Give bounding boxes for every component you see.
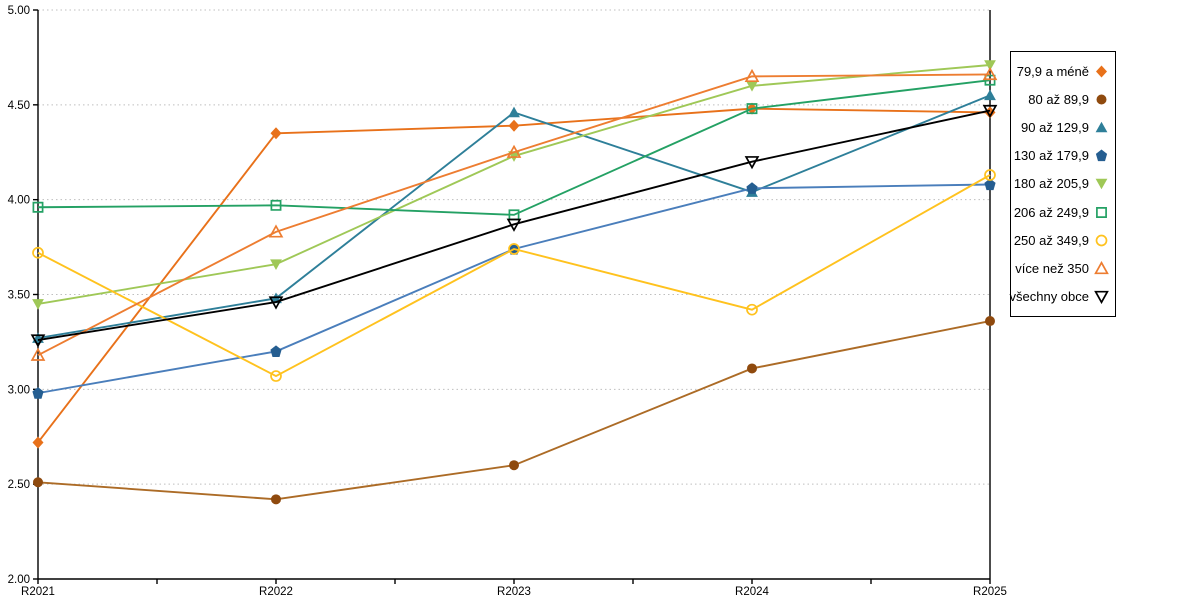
x-axis-tick-label: R2024: [735, 586, 769, 598]
series-marker-triangle-down-icon: [984, 60, 996, 71]
series-marker-circle-icon: [984, 169, 996, 181]
legend-item: 130 až 179,9: [1013, 142, 1109, 170]
legend-item-label: 206 až 249,9: [1013, 204, 1089, 220]
series-4: [32, 178, 996, 399]
legend-item: více než 350: [1015, 254, 1109, 282]
y-axis-tick-label: 5.00: [8, 5, 30, 17]
series-marker-square-icon: [270, 199, 282, 211]
legend-item-label: 180 až 205,9: [1013, 176, 1089, 192]
series-marker-triangle-up-icon: [508, 106, 520, 118]
legend-item-label: všechny obce: [1009, 289, 1090, 305]
legend-item-label: 80 až 89,9: [1028, 91, 1089, 107]
series-line: [37, 174, 991, 378]
legend-item: 180 až 205,9: [1013, 170, 1109, 198]
y-axis-tick-label: 3.00: [8, 384, 30, 396]
series-marker-triangle-down-icon: [32, 299, 44, 310]
series-marker-triangle-down-icon: [268, 296, 284, 310]
series-marker-circle-icon: [985, 316, 995, 327]
series-9: [30, 104, 998, 348]
series-line: [37, 64, 991, 305]
legend-item: 250 až 349,9: [1013, 226, 1109, 254]
x-axis-tick-label: R2025: [973, 586, 1007, 598]
series-marker-pentagon-icon: [746, 182, 758, 194]
series-line: [37, 320, 991, 501]
series-marker-diamond-icon: [270, 127, 282, 140]
series-marker-circle-icon: [508, 243, 520, 255]
x-axis-tick-label: R2021: [21, 586, 55, 598]
y-axis-tick-label: 4.50: [8, 100, 30, 112]
series-marker-circle-icon: [747, 363, 757, 374]
x-axis-tick-label: R2022: [259, 586, 293, 598]
series-marker-circle-icon: [746, 303, 758, 316]
series-line: [37, 73, 991, 357]
series-marker-pentagon-icon: [984, 178, 996, 191]
y-axis-tick-label: 2.50: [8, 479, 30, 491]
legend-item-label: více než 350: [1015, 260, 1089, 276]
legend-marker-triangle-up-icon: [1094, 120, 1109, 135]
legend-item: 90 až 129,9: [1015, 113, 1109, 141]
series-marker-triangle-up-icon: [268, 224, 284, 238]
legend-item: 206 až 249,9: [1013, 198, 1109, 226]
legend-marker-circle-icon: [1094, 233, 1109, 248]
series-marker-circle-icon: [270, 370, 282, 382]
series-marker-circle-icon: [509, 460, 519, 471]
y-axis-tick-label: 3.50: [8, 290, 30, 302]
series-marker-diamond-icon: [984, 106, 996, 119]
series-marker-triangle-up-icon: [982, 66, 998, 81]
y-axis-tick-label: 4.00: [8, 195, 30, 207]
series-marker-triangle-down-icon: [982, 104, 998, 119]
legend-item-label: 90 až 129,9: [1021, 119, 1089, 135]
series-marker-triangle-down-icon: [270, 259, 282, 270]
series-marker-square-icon: [746, 103, 758, 115]
series-7: [32, 169, 996, 382]
legend-item: 79,9 a méně: [1015, 57, 1109, 85]
series-8: [30, 66, 998, 361]
series-line: [37, 109, 991, 341]
legend-marker-circle-icon: [1094, 92, 1109, 107]
series-line: [37, 79, 991, 216]
y-axis-tick-label: 2.00: [8, 574, 30, 586]
series-2: [33, 316, 995, 505]
series-marker-pentagon-icon: [32, 387, 44, 399]
legend-marker-square-icon: [1094, 205, 1109, 220]
series-marker-triangle-down-icon: [30, 334, 46, 348]
series-marker-circle-icon: [32, 246, 44, 259]
legend-marker-pentagon-icon: [1094, 148, 1109, 163]
series-marker-pentagon-icon: [270, 345, 282, 357]
series-marker-square-icon: [984, 74, 996, 86]
series-marker-triangle-down-icon: [744, 156, 760, 170]
series-marker-triangle-up-icon: [744, 68, 760, 83]
legend-item: 80 až 89,9: [1015, 85, 1109, 113]
series-marker-triangle-up-icon: [984, 89, 996, 101]
series-marker-square-icon: [32, 201, 44, 213]
legend-marker-diamond-icon: [1094, 64, 1109, 79]
legend-item-label: 250 až 349,9: [1013, 232, 1089, 248]
series-marker-diamond-icon: [32, 436, 44, 449]
chart-legend: 79,9 a méně 80 až 89,9 90 až 129,9 130 až 1…: [1010, 51, 1116, 317]
legend-item-label: 79,9 a méně: [1016, 63, 1089, 79]
series-marker-triangle-up-icon: [506, 144, 522, 158]
series-5: [32, 60, 996, 310]
series-1: [32, 102, 996, 449]
x-axis-tick-label: R2023: [497, 586, 531, 598]
series-marker-circle-icon: [33, 477, 43, 488]
series-line: [37, 94, 991, 340]
series-marker-triangle-down-icon: [506, 218, 522, 232]
legend-item: všechny obce: [1010, 283, 1109, 311]
series-marker-triangle-up-icon: [30, 347, 46, 361]
legend-marker-triangle-down-icon: [1094, 289, 1109, 305]
series-marker-triangle-down-icon: [746, 81, 758, 92]
legend-item-label: 130 až 179,9: [1013, 148, 1089, 164]
series-marker-diamond-icon: [508, 119, 520, 132]
legend-marker-triangle-down-icon: [1094, 176, 1109, 191]
series-marker-circle-icon: [271, 494, 281, 505]
legend-marker-triangle-up-icon: [1094, 260, 1109, 276]
